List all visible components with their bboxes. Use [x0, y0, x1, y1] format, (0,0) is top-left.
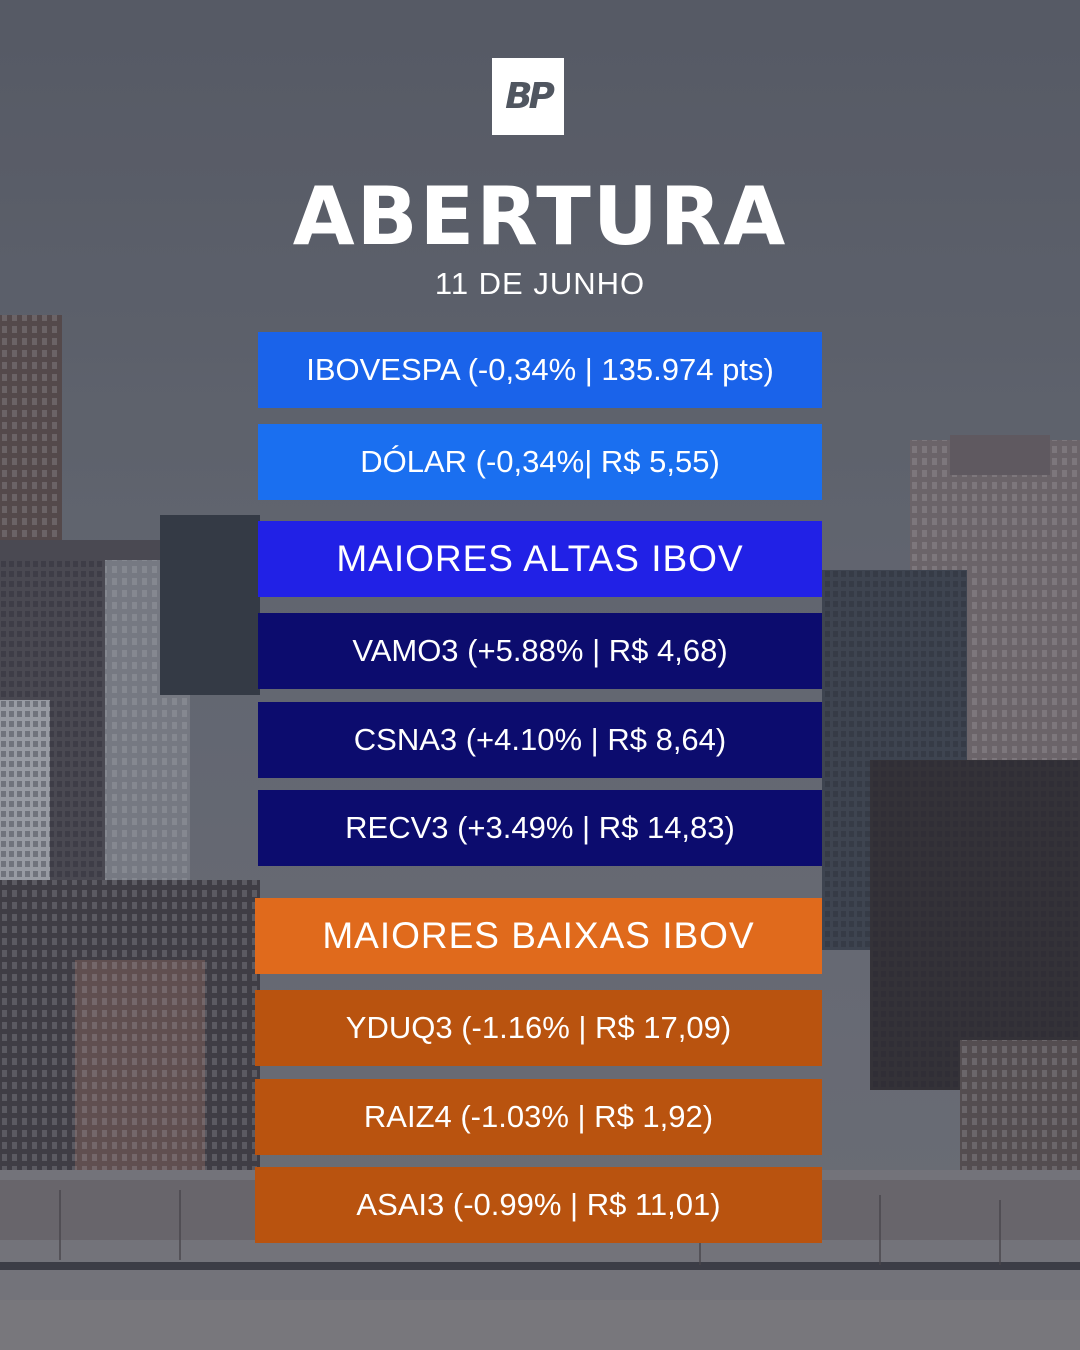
losers-header: MAIORES BAIXAS IBOV — [255, 898, 822, 974]
losers-header-label: MAIORES BAIXAS IBOV — [322, 915, 755, 956]
bp-logo-text: BP — [505, 76, 555, 117]
gainer-row-label: VAMO3 (+5.88% | R$ 4,68) — [352, 633, 728, 668]
ibovespa-label: IBOVESPA (-0,34% | 135.974 pts) — [306, 352, 774, 387]
loser-row: YDUQ3 (-1.16% | R$ 17,09) — [255, 990, 822, 1066]
dolar-bar: DÓLAR (-0,34%| R$ 5,55) — [258, 424, 822, 500]
loser-row: RAIZ4 (-1.03% | R$ 1,92) — [255, 1079, 822, 1155]
bp-logo: BP — [492, 58, 564, 135]
dolar-label: DÓLAR (-0,34%| R$ 5,55) — [360, 444, 720, 479]
loser-row: ASAI3 (-0.99% | R$ 11,01) — [255, 1167, 822, 1243]
gainers-header: MAIORES ALTAS IBOV — [258, 521, 822, 597]
gainer-row: RECV3 (+3.49% | R$ 14,83) — [258, 790, 822, 866]
loser-row-label: RAIZ4 (-1.03% | R$ 1,92) — [363, 1099, 714, 1134]
gainer-row-label: RECV3 (+3.49% | R$ 14,83) — [345, 810, 735, 845]
gainer-row-label: CSNA3 (+4.10% | R$ 8,64) — [353, 722, 727, 757]
page-title: ABERTURA — [292, 170, 788, 263]
gainer-row: CSNA3 (+4.10% | R$ 8,64) — [258, 702, 822, 778]
gainers-header-label: MAIORES ALTAS IBOV — [336, 538, 744, 579]
gainer-row: VAMO3 (+5.88% | R$ 4,68) — [258, 613, 822, 689]
page-date: 11 DE JUNHO — [434, 266, 646, 301]
loser-row-label: YDUQ3 (-1.16% | R$ 17,09) — [345, 1010, 732, 1045]
ibovespa-bar: IBOVESPA (-0,34% | 135.974 pts) — [258, 332, 822, 408]
loser-row-label: ASAI3 (-0.99% | R$ 11,01) — [356, 1187, 721, 1222]
